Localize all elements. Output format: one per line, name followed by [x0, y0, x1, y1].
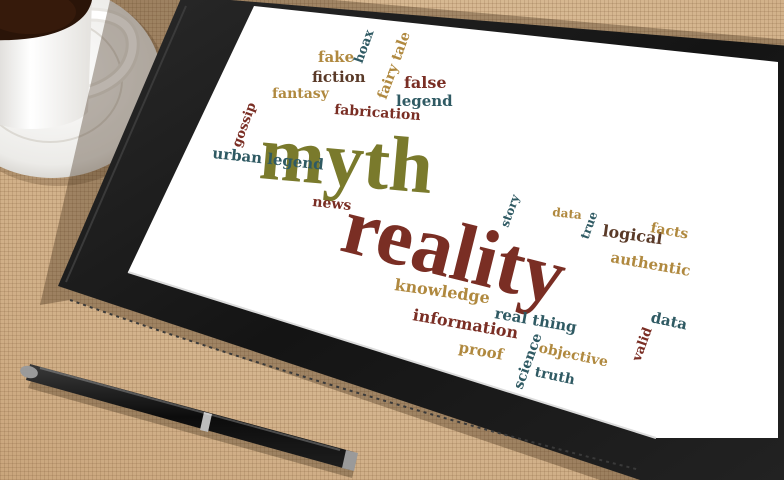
word-fiction: fiction	[312, 68, 366, 86]
word-fake: fake	[318, 48, 354, 66]
word-myth: myth	[257, 108, 437, 210]
tablet	[40, 0, 784, 480]
word-fantasy: fantasy	[272, 86, 330, 102]
word-legend: legend	[396, 92, 453, 110]
word-data-top: data	[552, 205, 583, 222]
word-fabrication: fabrication	[334, 102, 421, 124]
word-false: false	[404, 73, 447, 92]
word-news: news	[312, 194, 353, 214]
pen	[20, 364, 358, 478]
tablet-screen	[128, 6, 778, 438]
word-facts: facts	[649, 220, 689, 242]
coffee-cup	[0, 0, 140, 129]
